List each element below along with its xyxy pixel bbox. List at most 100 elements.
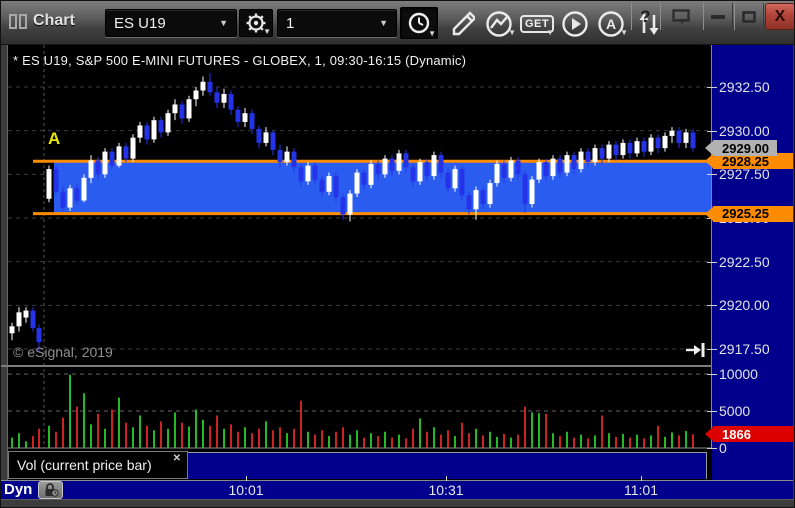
- window-link-button[interactable]: [660, 3, 702, 30]
- time-axis[interactable]: [1, 480, 793, 499]
- volume-bar: [258, 428, 260, 448]
- chevron-down-icon: ▼: [263, 27, 271, 36]
- right-frame: [793, 45, 794, 501]
- volume-bar: [146, 425, 148, 448]
- volume-bar: [118, 397, 120, 448]
- candle-body: [662, 135, 668, 149]
- close-button[interactable]: X: [765, 3, 794, 30]
- volume-axis-tick: [707, 411, 717, 412]
- volume-bar: [167, 428, 169, 448]
- candle-body: [235, 109, 241, 122]
- candle-body: [23, 310, 29, 318]
- candle-body: [30, 310, 36, 329]
- candle-body: [634, 141, 640, 154]
- candle-body: [221, 93, 227, 103]
- swap-scale-button[interactable]: [631, 11, 667, 37]
- candle-body: [60, 191, 66, 208]
- candle-body: [186, 99, 192, 119]
- candle-body: [144, 125, 150, 140]
- candle-body: [179, 104, 185, 119]
- zone-bottom-price-flag: 2925.25: [705, 205, 793, 222]
- time-axis-label: 10:01: [228, 482, 264, 498]
- candle-body: [340, 197, 346, 215]
- volume-bar: [461, 422, 463, 448]
- window-title: Chart: [33, 12, 75, 29]
- candle-body: [536, 162, 542, 180]
- candle-body: [249, 113, 255, 129]
- time-lock-button[interactable]: [38, 481, 63, 499]
- volume-bar: [426, 431, 428, 448]
- volume-bar: [692, 434, 694, 448]
- symbol-dropdown[interactable]: ES U19 ▼: [105, 9, 237, 37]
- candle-body: [641, 141, 647, 152]
- volume-bar: [188, 426, 190, 448]
- candle-body: [375, 163, 381, 175]
- symbol-settings-button[interactable]: ▼: [239, 9, 273, 37]
- candle-body: [522, 174, 528, 205]
- volume-bar: [307, 431, 309, 448]
- volume-bar: [209, 425, 211, 448]
- studies-button[interactable]: ▼: [481, 11, 517, 37]
- minimize-button[interactable]: [703, 3, 733, 30]
- volume-bar: [412, 428, 414, 448]
- volume-bar: [97, 413, 99, 448]
- time-axis-tick: [446, 476, 447, 481]
- panel-divider[interactable]: [1, 365, 793, 367]
- draw-tool-button[interactable]: [444, 11, 480, 37]
- time-template-button[interactable]: ▼: [400, 7, 438, 39]
- chevron-down-icon: ▼: [620, 28, 628, 37]
- volume-bar: [237, 431, 239, 448]
- volume-bar: [265, 421, 267, 448]
- volume-bar: [38, 428, 40, 448]
- volume-bar: [125, 422, 127, 448]
- dynamic-mode-label[interactable]: Dyn: [4, 481, 33, 498]
- goto-last-bar-icon[interactable]: [685, 342, 705, 358]
- letter-a-circle-icon: A: [598, 11, 624, 37]
- candle-body: [564, 155, 570, 173]
- maximize-button[interactable]: [734, 3, 764, 30]
- candle-body: [277, 149, 283, 163]
- candle-body: [74, 188, 80, 201]
- price-axis-tick: [707, 261, 717, 263]
- volume-bar: [293, 428, 295, 448]
- volume-bar: [62, 417, 64, 448]
- volume-bar: [132, 427, 134, 448]
- candle-body: [690, 132, 696, 149]
- volume-bar: [83, 393, 85, 448]
- candle-body: [298, 167, 304, 182]
- volume-study-label-box[interactable]: Vol (current price bar) ✕: [8, 451, 188, 479]
- price-axis-label: 2917.50: [719, 341, 770, 357]
- volume-footer-fill: [188, 452, 707, 479]
- volume-bar: [195, 409, 197, 448]
- chevron-down-icon: ▼: [546, 28, 554, 37]
- time-axis-tick: [246, 476, 247, 481]
- candle-body: [88, 160, 94, 178]
- volume-bar: [356, 430, 358, 448]
- candle-body: [571, 155, 577, 170]
- price-axis-label: 2932.50: [719, 79, 770, 95]
- price-axis[interactable]: [712, 45, 793, 499]
- clock-icon: [408, 12, 430, 34]
- volume-bar: [216, 415, 218, 448]
- get-data-button[interactable]: GET ▼: [519, 11, 555, 37]
- candle-body: [578, 151, 584, 170]
- annotation-button[interactable]: A ▼: [593, 11, 629, 37]
- candle-body: [158, 120, 164, 133]
- help-button[interactable]: ?: [631, 3, 659, 30]
- candle-body: [109, 151, 115, 166]
- annotation-a-label[interactable]: A: [48, 129, 61, 148]
- volume-bar: [622, 433, 624, 448]
- interval-dropdown-value: 1: [286, 14, 295, 32]
- interval-dropdown[interactable]: 1 ▼: [277, 9, 397, 37]
- candle-body: [543, 162, 549, 177]
- volume-axis-tick: [707, 448, 717, 449]
- price-axis-tick: [707, 174, 717, 176]
- candle-body: [9, 326, 15, 334]
- play-button[interactable]: [557, 11, 593, 37]
- close-study-icon[interactable]: ✕: [172, 453, 181, 464]
- price-axis-tick: [707, 87, 717, 88]
- candle-body: [137, 125, 143, 138]
- volume-bar: [181, 422, 183, 448]
- volume-bar: [615, 436, 617, 448]
